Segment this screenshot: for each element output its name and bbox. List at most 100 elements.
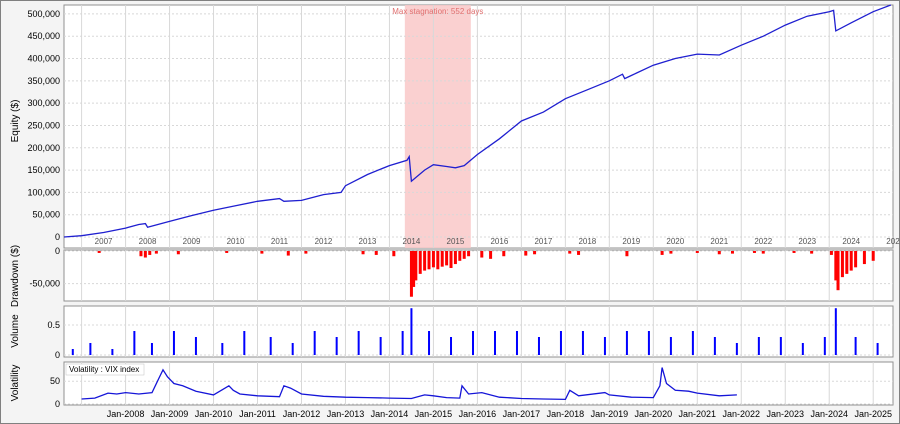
drawdown-bar (436, 251, 440, 270)
drawdown-bar (176, 251, 180, 255)
stagnation-band (404, 5, 471, 248)
volatility-ytick-label: 50 (50, 376, 60, 386)
drawdown-ytick-label: 0 (55, 246, 60, 256)
x-axis-label: Jan-2010 (195, 409, 233, 419)
drawdown-bar (834, 251, 838, 281)
volume-bar (603, 337, 606, 355)
volume-bar (854, 337, 857, 355)
x-axis-label: Jan-2022 (723, 409, 761, 419)
year-label: 2009 (183, 237, 201, 246)
volume-bar (713, 337, 716, 355)
equity-ytick-label: 0 (55, 232, 60, 242)
drawdown-bar (862, 251, 866, 265)
volume-bar (111, 349, 114, 355)
drawdown-bar (431, 251, 435, 268)
drawdown-bar (409, 251, 413, 297)
x-axis-label: Jan-2024 (810, 409, 848, 419)
drawdown-bar (392, 251, 396, 257)
volume-bar (559, 331, 562, 355)
year-label: 2018 (578, 237, 596, 246)
year-label: 2019 (622, 237, 640, 246)
panel-1-background (63, 4, 894, 249)
volume-bar (691, 331, 694, 355)
volume-bar (379, 337, 382, 355)
drawdown-bar (845, 251, 849, 274)
drawdown-ytick-label: -50,000 (29, 279, 60, 289)
year-label: 2014 (403, 237, 421, 246)
year-label: 2025 (886, 237, 900, 246)
drawdown-bar (533, 251, 537, 255)
drawdown-axis-label: Drawdown ($) (10, 245, 21, 307)
drawdown-bar (480, 251, 484, 258)
volatility-ytick-label: 0 (55, 399, 60, 409)
drawdown-bar (412, 251, 416, 287)
volume-bar (450, 337, 453, 355)
vix-legend-label: Volatility : VIX index (69, 365, 139, 374)
volume-bar (313, 331, 316, 355)
x-axis-label: Jan-2016 (459, 409, 497, 419)
volume-bar (71, 349, 74, 355)
x-axis-label: Jan-2017 (503, 409, 541, 419)
x-axis-label: Jan-2025 (854, 409, 892, 419)
volume-axis-label: Volume (10, 314, 21, 348)
volume-bar (647, 331, 650, 355)
equity-ytick-label: 100,000 (27, 187, 60, 197)
drawdown-bar (489, 251, 493, 259)
drawdown-bar (458, 251, 462, 261)
equity-ytick-label: 350,000 (27, 76, 60, 86)
drawdown-bar (792, 251, 796, 253)
year-label: 2008 (139, 237, 157, 246)
x-axis-label: Jan-2019 (591, 409, 629, 419)
equity-ytick-label: 50,000 (32, 210, 60, 220)
year-label: 2015 (447, 237, 465, 246)
drawdown-bar (427, 251, 431, 270)
drawdown-bar (467, 251, 471, 257)
year-label: 2010 (227, 237, 245, 246)
volume-bar (172, 331, 175, 355)
drawdown-bar (449, 251, 453, 268)
drawdown-bar (761, 251, 765, 254)
volume-bar (625, 331, 628, 355)
x-axis-label: Jan-2009 (151, 409, 189, 419)
drawdown-bar (502, 251, 506, 257)
volume-bar (221, 343, 224, 355)
drawdown-bar (695, 251, 699, 253)
x-axis-label: Jan-2018 (547, 409, 585, 419)
year-label: 2024 (842, 237, 860, 246)
volume-bar (357, 331, 360, 355)
volume-bar (150, 343, 153, 355)
drawdown-bar (304, 251, 308, 254)
x-axis-label: Jan-2015 (415, 409, 453, 419)
drawdown-bar (462, 251, 466, 259)
drawdown-bar (453, 251, 457, 265)
equity-ytick-label: 500,000 (27, 9, 60, 19)
drawdown-bar (840, 251, 844, 278)
equity-ytick-label: 400,000 (27, 54, 60, 64)
drawdown-bar (577, 251, 581, 255)
drawdown-bar (225, 251, 229, 253)
volume-bar (401, 331, 404, 355)
year-label: 2013 (359, 237, 377, 246)
drawdown-bar (143, 251, 147, 258)
equity-axis-label: Equity ($) (10, 100, 21, 143)
year-label: 2011 (271, 237, 289, 246)
panel-2-background (63, 249, 894, 302)
volume-bar (472, 331, 475, 355)
x-axis-label: Jan-2008 (107, 409, 145, 419)
drawdown-bar (445, 251, 449, 266)
drawdown-bar (524, 251, 528, 256)
drawdown-bar (154, 251, 158, 254)
vix-legend-box (65, 363, 145, 376)
drawdown-bar (660, 251, 664, 255)
volume-bar (757, 337, 760, 355)
x-axis-label: Jan-2013 (327, 409, 365, 419)
drawdown-bar (260, 251, 264, 254)
volume-bar (243, 331, 246, 355)
x-axis-label: Jan-2021 (679, 409, 717, 419)
drawdown-bar (717, 251, 721, 255)
vix-line (81, 367, 737, 401)
drawdown-bar (139, 251, 143, 257)
drawdown-bar (829, 251, 833, 255)
drawdown-bar (669, 251, 673, 254)
